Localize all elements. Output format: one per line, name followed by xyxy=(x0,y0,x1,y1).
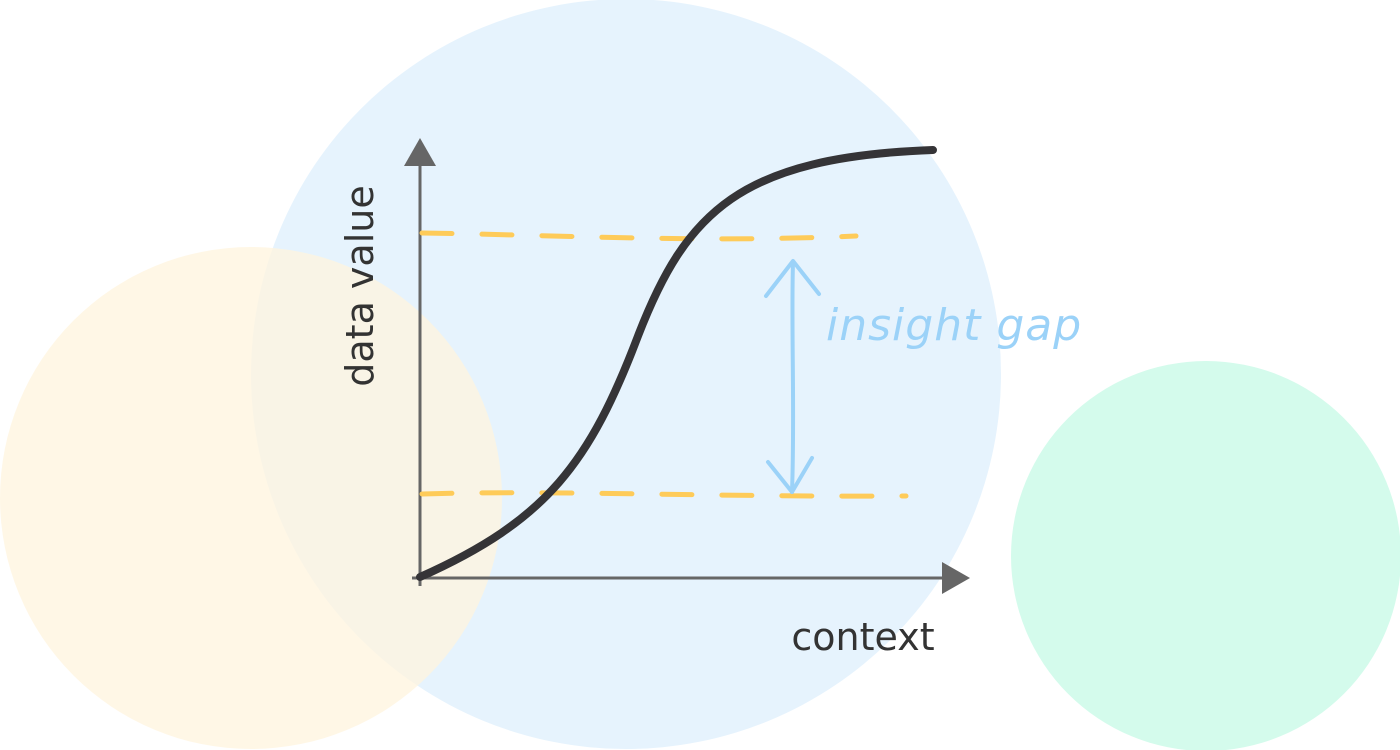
green-circle xyxy=(1011,361,1400,750)
insight-gap-label: insight gap xyxy=(826,300,1082,351)
x-axis xyxy=(412,562,970,594)
arrow-up-icon xyxy=(404,138,436,166)
x-axis-label: context xyxy=(791,615,934,659)
yellow-circle xyxy=(0,247,502,749)
arrow-right-icon xyxy=(942,562,970,594)
s-curve xyxy=(416,146,937,581)
double-headed-arrow-icon xyxy=(764,259,821,494)
y-axis-label: data value xyxy=(338,185,382,386)
upper-dashed-line xyxy=(419,230,859,242)
